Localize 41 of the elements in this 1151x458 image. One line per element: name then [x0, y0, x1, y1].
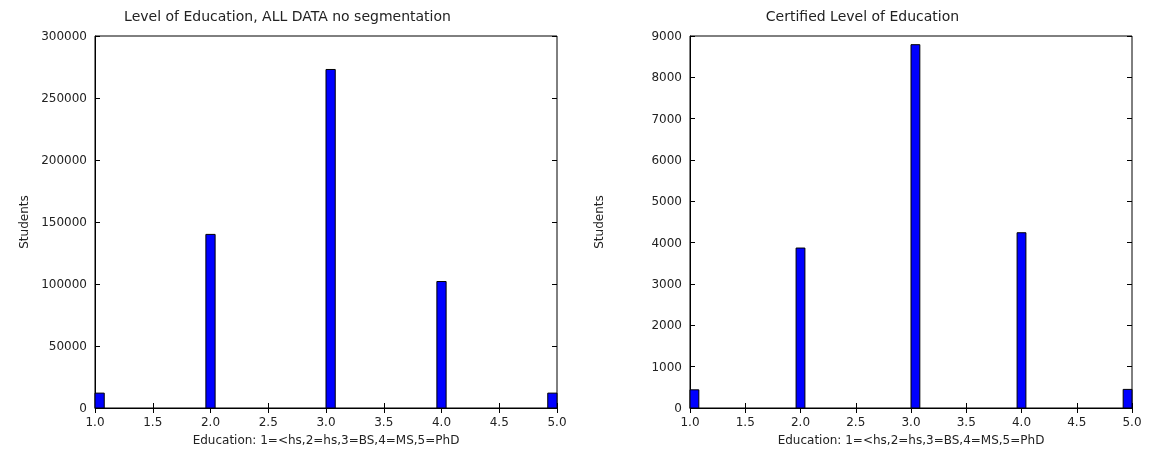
x-tick-label: 4.5: [1067, 415, 1087, 429]
x-tick-label: 3.0: [316, 415, 336, 429]
y-axis-title: Students: [17, 195, 31, 249]
y-tick-label: 150000: [41, 215, 87, 229]
x-tick-label: 5.0: [1122, 415, 1142, 429]
y-tick-label: 5000: [651, 194, 682, 209]
x-tick-label: 2.0: [790, 415, 811, 429]
x-tick-label: 3.5: [956, 415, 976, 429]
y-tick-label: 8000: [651, 70, 682, 85]
x-tick-label: 4.0: [431, 415, 452, 429]
x-tick-label: 3.0: [901, 415, 921, 429]
y-tick-label: 6000: [651, 153, 682, 167]
x-tick-label: 1.0: [680, 415, 700, 429]
y-tick-label: 100000: [41, 277, 87, 291]
y-axis-title: Students: [592, 195, 606, 249]
y-tick-label: 9000: [651, 29, 682, 43]
y-tick-label: 250000: [41, 91, 87, 105]
y-tick-label: 3000: [651, 277, 682, 291]
y-tick-label: 0: [79, 401, 87, 415]
x-axis-title: Education: 1=<hs,2=hs,3=BS,4=MS,5=PhD: [192, 433, 460, 447]
y-tick-label: 300000: [41, 29, 87, 43]
y-tick-label: 7000: [651, 111, 682, 126]
x-tick-label: 2.0: [200, 415, 221, 429]
y-tick-label: 0: [674, 401, 682, 415]
y-tick-label: 1000: [651, 359, 682, 374]
x-tick-label: 4.0: [1011, 415, 1032, 429]
x-tick-label: 1.5: [735, 415, 755, 429]
x-tick-label: 4.5: [489, 415, 509, 429]
y-tick-label: 2000: [651, 318, 682, 333]
x-tick-label: 5.0: [547, 415, 567, 429]
x-tick-label: 3.5: [374, 415, 394, 429]
y-tick-label: 50000: [48, 339, 87, 353]
x-tick-label: 1.5: [143, 415, 163, 429]
chart-title: Certified Level of Education: [765, 8, 960, 24]
x-tick-label: 2.5: [846, 415, 866, 429]
y-tick-label: 4000: [651, 235, 682, 250]
chart-title: Level of Education, ALL DATA no segmentation: [124, 8, 451, 24]
y-tick-label: 200000: [41, 153, 87, 167]
x-tick-label: 1.0: [85, 415, 105, 429]
x-tick-label: 2.5: [258, 415, 278, 429]
x-axis-title: Education: 1=<hs,2=hs,3=BS,4=MS,5=PhD: [777, 433, 1045, 447]
